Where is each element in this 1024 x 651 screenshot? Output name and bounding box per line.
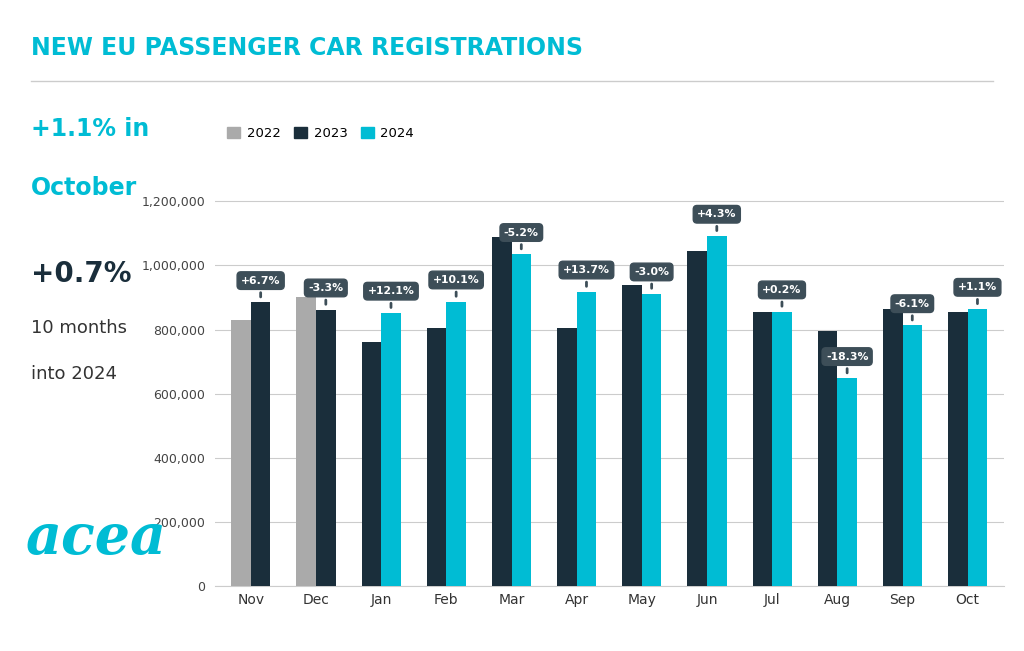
Bar [883,309,902,586]
Bar [707,236,727,586]
Bar [948,312,968,586]
Bar [753,312,772,586]
Bar [968,309,987,586]
Bar [492,236,512,586]
Text: -3.3%: -3.3% [308,283,343,304]
Bar [231,320,251,586]
Text: NEW EU PASSENGER CAR REGISTRATIONS: NEW EU PASSENGER CAR REGISTRATIONS [31,36,583,60]
Text: -18.3%: -18.3% [826,352,868,373]
Text: +10.1%: +10.1% [433,275,479,296]
Text: acea: acea [26,512,167,566]
Text: +1.1% in: +1.1% in [31,117,148,141]
Text: +1.1%: +1.1% [957,283,997,303]
Bar [772,312,792,586]
Bar [642,294,662,586]
Text: +4.3%: +4.3% [697,209,736,230]
Text: 10 months: 10 months [31,319,127,337]
Bar [557,328,577,586]
Bar [577,292,596,586]
Bar [687,251,707,586]
Text: +0.7%: +0.7% [31,260,131,288]
Bar [512,254,531,586]
Bar [902,326,922,586]
Bar [316,310,336,586]
Bar [361,342,381,586]
Text: +6.7%: +6.7% [241,275,281,297]
Bar [251,302,270,586]
Bar [818,331,838,586]
Bar [446,301,466,586]
Text: -3.0%: -3.0% [634,267,669,288]
Bar [623,284,642,586]
Text: +0.2%: +0.2% [762,285,802,306]
Text: October: October [31,176,137,200]
Bar [838,378,857,586]
Bar [427,328,446,586]
Text: into 2024: into 2024 [31,365,117,383]
Bar [297,298,316,586]
Text: +13.7%: +13.7% [563,265,610,286]
Legend: 2022, 2023, 2024: 2022, 2023, 2024 [221,122,420,145]
Text: -5.2%: -5.2% [504,228,539,249]
Bar [381,313,400,586]
Text: -6.1%: -6.1% [895,299,930,320]
Text: +12.1%: +12.1% [368,286,415,307]
